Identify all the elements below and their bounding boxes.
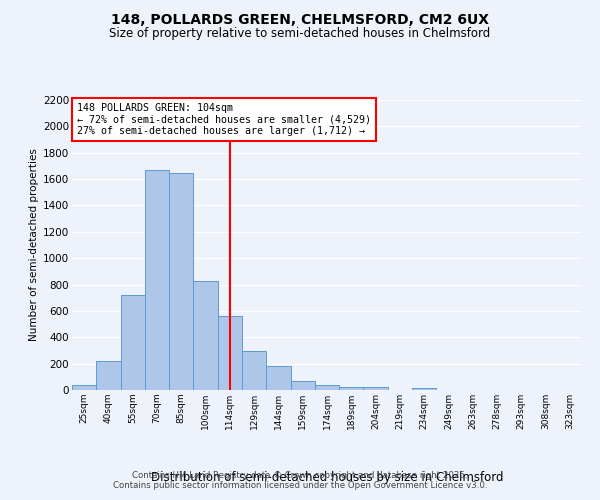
Bar — [315, 386, 339, 390]
Bar — [412, 388, 436, 390]
Bar — [218, 316, 242, 390]
Text: 148 POLLARDS GREEN: 104sqm
← 72% of semi-detached houses are smaller (4,529)
27%: 148 POLLARDS GREEN: 104sqm ← 72% of semi… — [77, 103, 371, 136]
Y-axis label: Number of semi-detached properties: Number of semi-detached properties — [29, 148, 39, 342]
Bar — [145, 170, 169, 390]
X-axis label: Distribution of semi-detached houses by size in Chelmsford: Distribution of semi-detached houses by … — [151, 471, 503, 484]
Bar — [339, 386, 364, 390]
Bar — [242, 351, 266, 390]
Bar — [290, 381, 315, 390]
Bar — [96, 361, 121, 390]
Bar — [266, 366, 290, 390]
Bar — [364, 388, 388, 390]
Text: Contains HM Land Registry data © Crown copyright and database right 2025.
Contai: Contains HM Land Registry data © Crown c… — [113, 470, 487, 490]
Bar — [193, 280, 218, 390]
Bar — [72, 384, 96, 390]
Text: 148, POLLARDS GREEN, CHELMSFORD, CM2 6UX: 148, POLLARDS GREEN, CHELMSFORD, CM2 6UX — [111, 12, 489, 26]
Bar — [121, 295, 145, 390]
Text: Size of property relative to semi-detached houses in Chelmsford: Size of property relative to semi-detach… — [109, 28, 491, 40]
Bar — [169, 172, 193, 390]
